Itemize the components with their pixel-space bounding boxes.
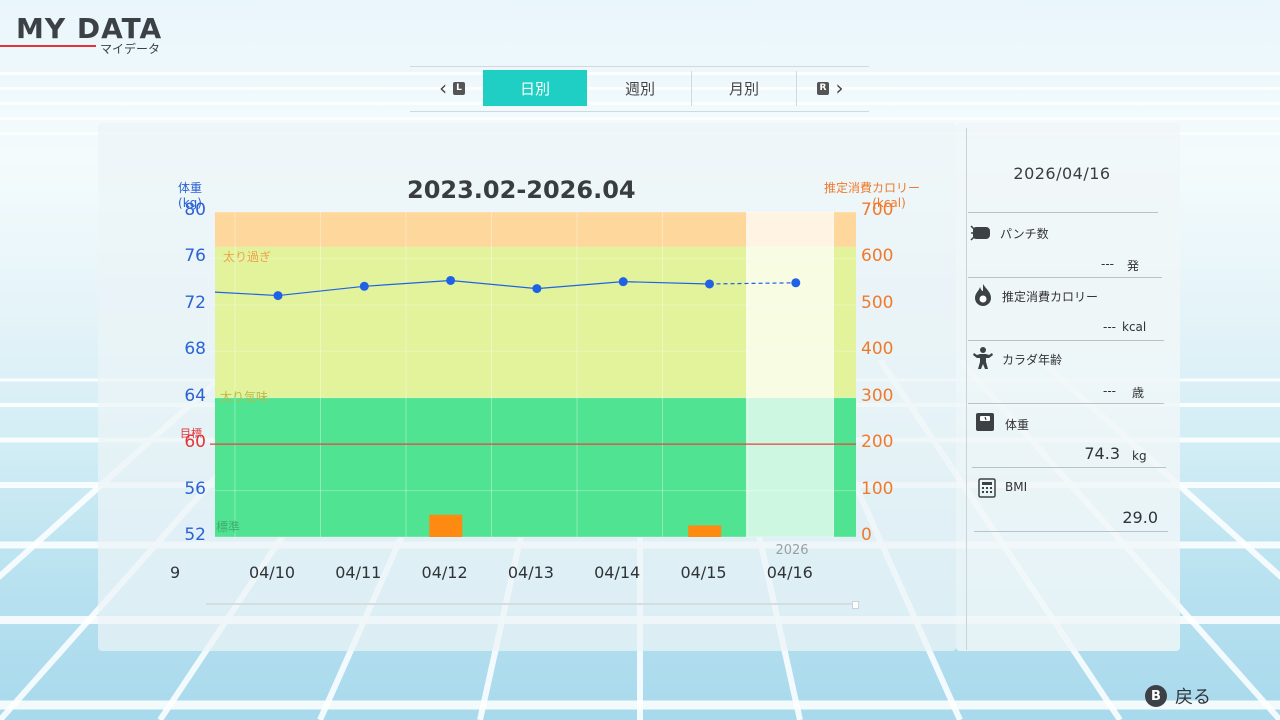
left-axis-unit: (kg) xyxy=(178,196,202,210)
prev-tab-button[interactable]: ‹ L xyxy=(424,70,480,106)
goal-label: 目標 xyxy=(180,427,202,440)
right-axis-tick: 500 xyxy=(861,292,894,313)
chevron-right-icon: › xyxy=(835,76,844,100)
period-tabs: ‹ L 日別 週別 月別 R › xyxy=(410,66,869,112)
next-tab-button[interactable]: R › xyxy=(802,70,858,106)
page-title: MY DATA xyxy=(16,12,163,45)
right-axis-tick: 100 xyxy=(861,478,894,499)
r-button-icon: R xyxy=(816,81,830,95)
divider xyxy=(968,340,1164,341)
chart-scrollbar[interactable] xyxy=(206,603,856,605)
x-axis-tick: 04/15 xyxy=(680,563,727,582)
divider xyxy=(968,403,1164,404)
right-axis-tick: 200 xyxy=(861,432,894,453)
stat-unit-calories: kcal xyxy=(1122,320,1147,334)
x-axis-tick: 04/16 xyxy=(766,563,813,582)
tab-divider xyxy=(796,71,797,106)
chevron-left-icon: ‹ xyxy=(439,76,448,100)
partial-x-tick: 9 xyxy=(170,563,181,582)
x-axis-tick: 04/11 xyxy=(335,563,382,582)
divider xyxy=(968,212,1158,213)
stat-label-weight: 体重 xyxy=(1005,418,1030,432)
left-axis-label: 体重 (kg) xyxy=(178,181,202,211)
stat-label-calories: 推定消費カロリー xyxy=(1002,290,1099,304)
divider xyxy=(974,531,1168,532)
left-axis-tick: 64 xyxy=(184,385,206,406)
calculator-icon xyxy=(978,478,996,498)
right-axis-tick: 600 xyxy=(861,246,894,267)
right-axis-tick: 300 xyxy=(861,385,894,406)
stat-value-bmi: 29.0 xyxy=(1122,508,1158,527)
stat-value-weight: 74.3 xyxy=(1084,444,1120,463)
b-button-icon: B xyxy=(1145,685,1167,707)
page-subtitle: マイデータ xyxy=(100,42,161,56)
stat-unit-weight: kg xyxy=(1132,449,1147,463)
title-underline xyxy=(0,45,96,47)
panel-divider xyxy=(966,128,967,650)
right-axis-tick: 700 xyxy=(861,200,894,220)
zone-label-over: 太り過ぎ xyxy=(223,250,272,264)
chart-title: 2023.02-2026.04 xyxy=(407,176,636,204)
stat-unit-body-age: 歳 xyxy=(1132,386,1145,400)
stat-value-calories: --- xyxy=(1103,320,1116,334)
x-axis-tick: 04/12 xyxy=(421,563,468,582)
left-axis-tick: 52 xyxy=(184,525,206,545)
divider xyxy=(972,467,1166,468)
flame-icon xyxy=(975,284,991,306)
body-age-icon xyxy=(973,347,993,369)
left-axis-tick: 76 xyxy=(184,246,206,267)
left-axis-tick: 80 xyxy=(184,200,206,220)
details-panel xyxy=(956,123,1180,651)
year-label: 2026 xyxy=(775,543,809,558)
scale-icon xyxy=(976,413,994,431)
stat-label-punches: パンチ数 xyxy=(1000,227,1049,241)
l-button-icon: L xyxy=(453,81,465,95)
selected-date: 2026/04/16 xyxy=(1013,164,1111,183)
left-axis-title: 体重 xyxy=(178,181,203,195)
tab-daily[interactable]: 日別 xyxy=(483,70,587,106)
punch-icon xyxy=(970,225,990,241)
right-axis-tick: 400 xyxy=(861,339,894,360)
tab-divider xyxy=(691,71,692,106)
stat-value-punches: --- xyxy=(1101,257,1114,271)
left-axis-tick: 72 xyxy=(184,292,206,313)
right-axis-label: 推定消費カロリー (kcal) xyxy=(824,181,920,211)
stat-unit-punches: 発 xyxy=(1127,259,1140,273)
back-label: 戻る xyxy=(1175,687,1211,708)
left-axis-tick: 56 xyxy=(184,478,206,499)
stat-value-body-age: --- xyxy=(1103,384,1116,398)
tab-weekly[interactable]: 週別 xyxy=(624,79,655,98)
zone-label-standard: 標準 xyxy=(216,520,241,534)
right-axis-tick: 0 xyxy=(861,525,872,545)
chart-scroll-thumb[interactable] xyxy=(852,601,859,609)
zone-label-slightly-over: 太り気味 xyxy=(220,390,269,404)
x-axis-tick: 04/13 xyxy=(507,563,554,582)
back-button[interactable]: B 戻る xyxy=(1145,683,1211,709)
divider xyxy=(968,277,1162,278)
tab-monthly[interactable]: 月別 xyxy=(728,79,759,98)
stat-label-bmi: BMI xyxy=(1005,480,1028,494)
x-axis-tick: 04/10 xyxy=(248,563,296,582)
left-axis-tick: 68 xyxy=(184,339,206,360)
right-axis-unit: (kcal) xyxy=(872,196,906,210)
stat-label-body-age: カラダ年齢 xyxy=(1002,353,1063,367)
left-axis-tick: 60 xyxy=(184,432,206,453)
right-axis-title: 推定消費カロリー xyxy=(824,181,921,195)
x-axis-tick: 04/14 xyxy=(594,563,641,582)
